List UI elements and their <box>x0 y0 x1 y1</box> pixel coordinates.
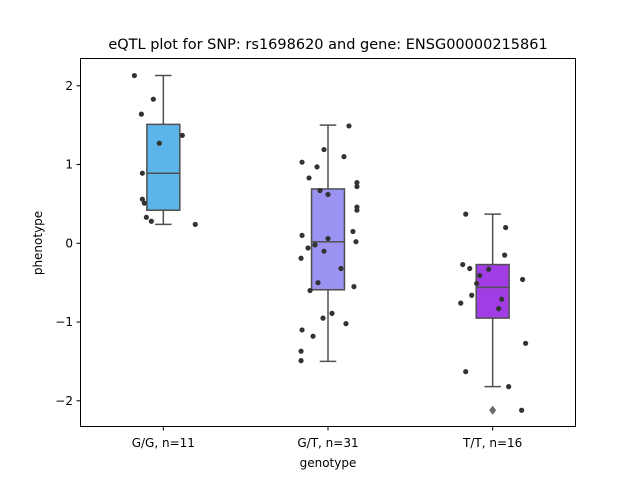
data-point <box>312 242 318 248</box>
data-point <box>156 140 162 146</box>
data-point <box>460 261 466 268</box>
data-point <box>502 252 508 258</box>
data-point <box>354 207 360 213</box>
data-point <box>148 218 154 224</box>
data-point <box>143 214 149 220</box>
data-point <box>179 132 185 138</box>
data-point <box>458 300 464 306</box>
data-point <box>474 280 480 287</box>
data-point <box>315 280 321 286</box>
data-point <box>354 183 360 190</box>
data-point <box>298 255 304 261</box>
x-tick-label: T/T, n=16 <box>462 436 522 450</box>
data-point <box>299 159 305 165</box>
data-point <box>354 180 360 186</box>
data-point <box>496 306 502 312</box>
data-point <box>519 407 525 413</box>
data-point <box>341 154 347 160</box>
data-point <box>486 266 492 272</box>
data-point <box>469 292 475 298</box>
data-point <box>503 224 509 231</box>
data-point <box>299 327 305 333</box>
data-point <box>477 272 483 279</box>
data-point <box>299 232 305 239</box>
y-tick-label: −1 <box>55 315 73 329</box>
data-point <box>150 96 156 102</box>
data-point <box>346 123 352 129</box>
genotype-group: G/G, n=11 <box>131 72 198 450</box>
data-point <box>463 211 469 217</box>
x-axis-label: genotype <box>300 456 357 470</box>
genotype-group: T/T, n=16 <box>458 211 529 450</box>
y-tick-label: 0 <box>65 236 73 250</box>
data-point <box>141 200 147 206</box>
data-point <box>317 187 323 194</box>
axes-frame <box>80 58 576 427</box>
data-point <box>353 239 359 245</box>
data-point <box>139 170 145 176</box>
x-tick-label: G/G, n=11 <box>132 436 195 450</box>
data-point <box>138 111 144 117</box>
data-point <box>298 358 304 364</box>
data-point <box>310 333 316 339</box>
chart-title: eQTL plot for SNP: rs1698620 and gene: E… <box>108 37 547 53</box>
data-point <box>307 287 313 294</box>
data-point <box>139 196 145 202</box>
data-point <box>306 175 312 181</box>
data-point <box>499 296 505 302</box>
x-tick-label: G/T, n=31 <box>297 436 358 450</box>
data-point <box>298 348 304 354</box>
data-point <box>520 276 526 283</box>
iqr-box <box>475 263 510 319</box>
data-point <box>321 248 327 254</box>
iqr-box <box>146 123 181 211</box>
genotype-group: G/T, n=31 <box>297 123 360 450</box>
data-point <box>343 321 349 327</box>
y-tick-label: 2 <box>65 79 73 93</box>
data-point <box>192 221 198 227</box>
data-point <box>329 310 335 316</box>
data-point <box>350 228 356 235</box>
data-point <box>325 191 331 198</box>
data-point <box>325 235 331 242</box>
data-point <box>321 146 327 153</box>
y-tick-label: −2 <box>55 394 73 408</box>
plot-area: 2 1 0 −1 −2 G/G, n=11 G/T, n=31 T/T, n=16 <box>55 72 529 450</box>
y-tick-label: 1 <box>65 158 73 172</box>
data-point <box>314 164 320 170</box>
data-point <box>305 245 311 251</box>
data-point <box>467 265 473 272</box>
data-point <box>320 315 326 321</box>
data-point <box>351 284 357 290</box>
y-axis-label: phenotype <box>31 211 45 275</box>
outlier-marker <box>489 405 497 415</box>
data-point <box>523 340 529 346</box>
data-point <box>506 384 512 390</box>
data-point <box>131 72 137 79</box>
data-point <box>338 265 344 272</box>
data-point <box>463 369 469 375</box>
